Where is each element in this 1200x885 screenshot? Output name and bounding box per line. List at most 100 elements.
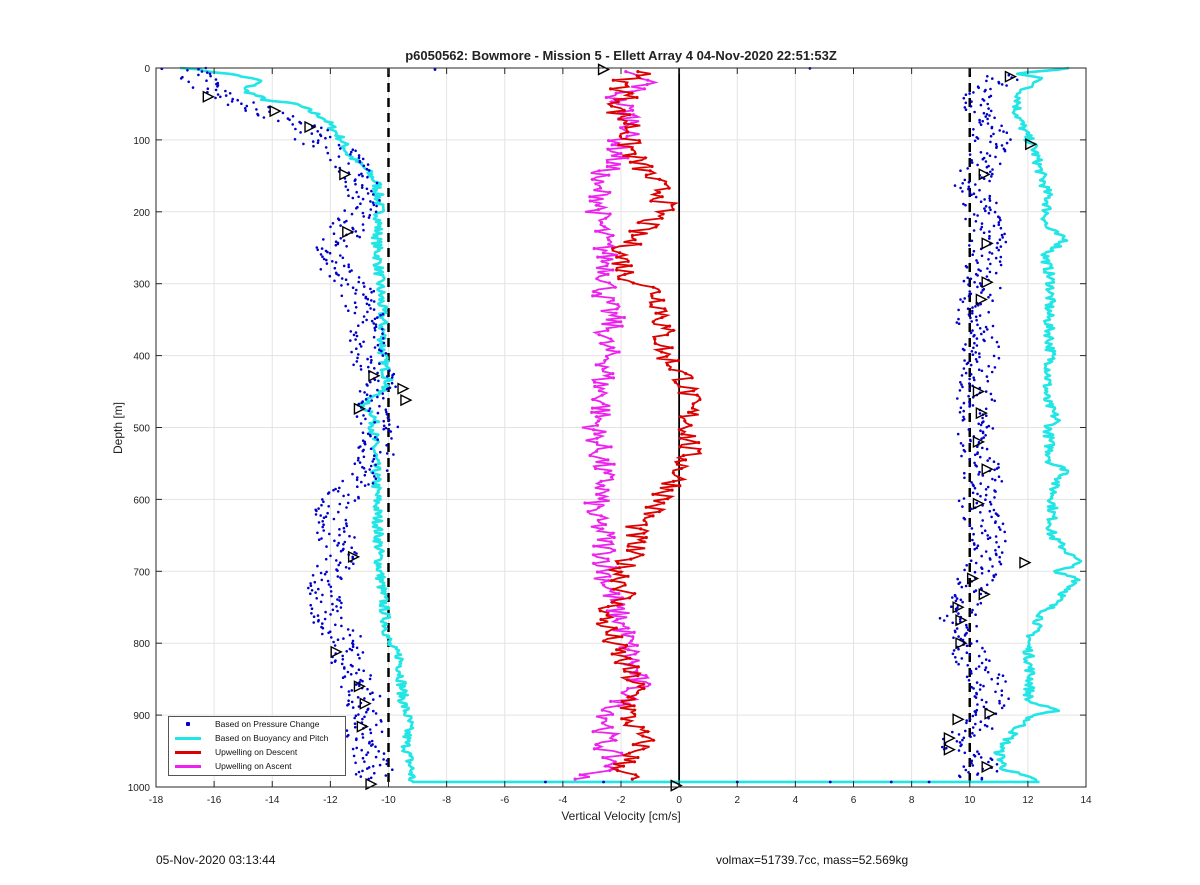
- descent-point: [636, 70, 640, 74]
- ascent-point: [603, 359, 607, 363]
- pressure-point: [327, 631, 330, 635]
- y-axis-ticks: 0 100 200 300 400 500 600 700 800 900 1000: [128, 64, 1086, 794]
- pressure-point: [993, 468, 996, 472]
- pressure-point: [361, 197, 365, 201]
- pressure-point: [372, 300, 376, 303]
- pressure-point: [329, 225, 332, 229]
- pressure-point: [336, 638, 340, 641]
- pressure-point: [311, 574, 315, 577]
- pressure-point: [340, 662, 344, 666]
- pressure-point: [981, 157, 985, 161]
- pressure-point: [942, 619, 946, 622]
- pressure-point: [964, 584, 968, 588]
- pressure-point: [972, 590, 976, 593]
- ascent-point: [608, 768, 612, 773]
- pressure-point: [988, 234, 991, 238]
- pressure-point: [364, 417, 367, 421]
- pressure-point: [337, 143, 341, 147]
- pressure-point: [971, 309, 974, 313]
- pressure-point: [357, 668, 361, 671]
- pressure-point: [984, 209, 987, 213]
- pressure-point: [179, 77, 183, 80]
- pressure-point: [333, 539, 336, 543]
- descent-point: [641, 682, 645, 686]
- x-axis-ticks: -18 -16 -14 -12 -10 -8 -6 -4 -2 0 2 4 6 8 10 12 14: [149, 68, 1092, 806]
- pressure-point: [372, 698, 375, 701]
- pressure-point: [995, 553, 998, 557]
- descent-point: [651, 492, 655, 496]
- pressure-point: [957, 635, 960, 638]
- pressure-point: [968, 523, 972, 527]
- pressure-point: [984, 205, 988, 208]
- pressure-point: [373, 421, 377, 424]
- descent-point: [695, 393, 699, 397]
- descent-point: [646, 730, 650, 734]
- y-tick-label: 700: [133, 567, 150, 578]
- pressure-point: [983, 723, 987, 727]
- pressure-point: [957, 317, 960, 321]
- pressure-point: [361, 736, 365, 739]
- pressure-point: [355, 347, 358, 351]
- pressure-point: [978, 355, 981, 359]
- pressure-point: [369, 464, 373, 468]
- pressure-point: [368, 742, 371, 745]
- ascent-point: [621, 622, 626, 626]
- pressure-point: [336, 242, 340, 246]
- pressure-point: [309, 582, 312, 585]
- ascent-point: [592, 553, 596, 557]
- pressure-point: [965, 644, 969, 648]
- pressure-point: [972, 376, 975, 380]
- pressure-point: [1005, 131, 1009, 134]
- ascent-point: [594, 363, 598, 367]
- pressure-point: [373, 367, 376, 370]
- pressure-point: [971, 608, 974, 612]
- descent-point: [612, 587, 616, 591]
- descent-point: [633, 238, 637, 242]
- pressure-point: [366, 163, 370, 166]
- pressure-point: [954, 595, 957, 598]
- pressure-point: [377, 379, 380, 383]
- pressure-point: [334, 165, 337, 169]
- pressure-point: [981, 519, 984, 522]
- triangle-marker: [981, 276, 994, 289]
- legend: Based on Pressure Change Based on Buoyan…: [168, 716, 346, 776]
- pressure-point: [332, 640, 335, 644]
- pressure-point: [977, 368, 981, 372]
- pressure-point: [357, 154, 361, 157]
- pressure-point: [960, 383, 963, 386]
- pressure-point: [359, 422, 363, 425]
- descent-point: [602, 639, 606, 643]
- ascent-point: [617, 592, 621, 596]
- pressure-point: [333, 660, 337, 663]
- pressure-point: [998, 260, 1002, 263]
- pressure-point: [369, 692, 372, 696]
- ascent-point: [592, 246, 596, 251]
- ascent-point: [604, 216, 608, 220]
- pressure-point: [985, 414, 988, 418]
- pressure-point: [971, 306, 974, 309]
- descent-point: [657, 190, 661, 194]
- pressure-point: [990, 515, 993, 519]
- pressure-point: [969, 105, 973, 108]
- pressure-point: [964, 768, 968, 772]
- pressure-point: [965, 675, 969, 679]
- triangle-marker: [981, 760, 994, 774]
- pressure-point: [339, 606, 343, 609]
- ascent-point: [591, 294, 595, 298]
- pressure-point: [990, 126, 994, 130]
- pressure-point: [950, 605, 953, 608]
- pressure-point: [373, 771, 376, 775]
- pressure-point: [346, 501, 350, 505]
- pressure-point: [336, 490, 340, 493]
- pressure-point: [347, 699, 350, 702]
- pressure-point: [957, 308, 960, 312]
- pressure-point: [186, 69, 189, 72]
- pressure-point: [989, 558, 992, 561]
- descent-point: [642, 518, 646, 522]
- pressure-point: [351, 148, 355, 151]
- descent-point: [666, 497, 670, 501]
- pressure-point: [320, 503, 323, 507]
- pressure-point: [990, 175, 993, 178]
- pressure-point: [969, 439, 972, 443]
- ascent-point: [599, 514, 603, 518]
